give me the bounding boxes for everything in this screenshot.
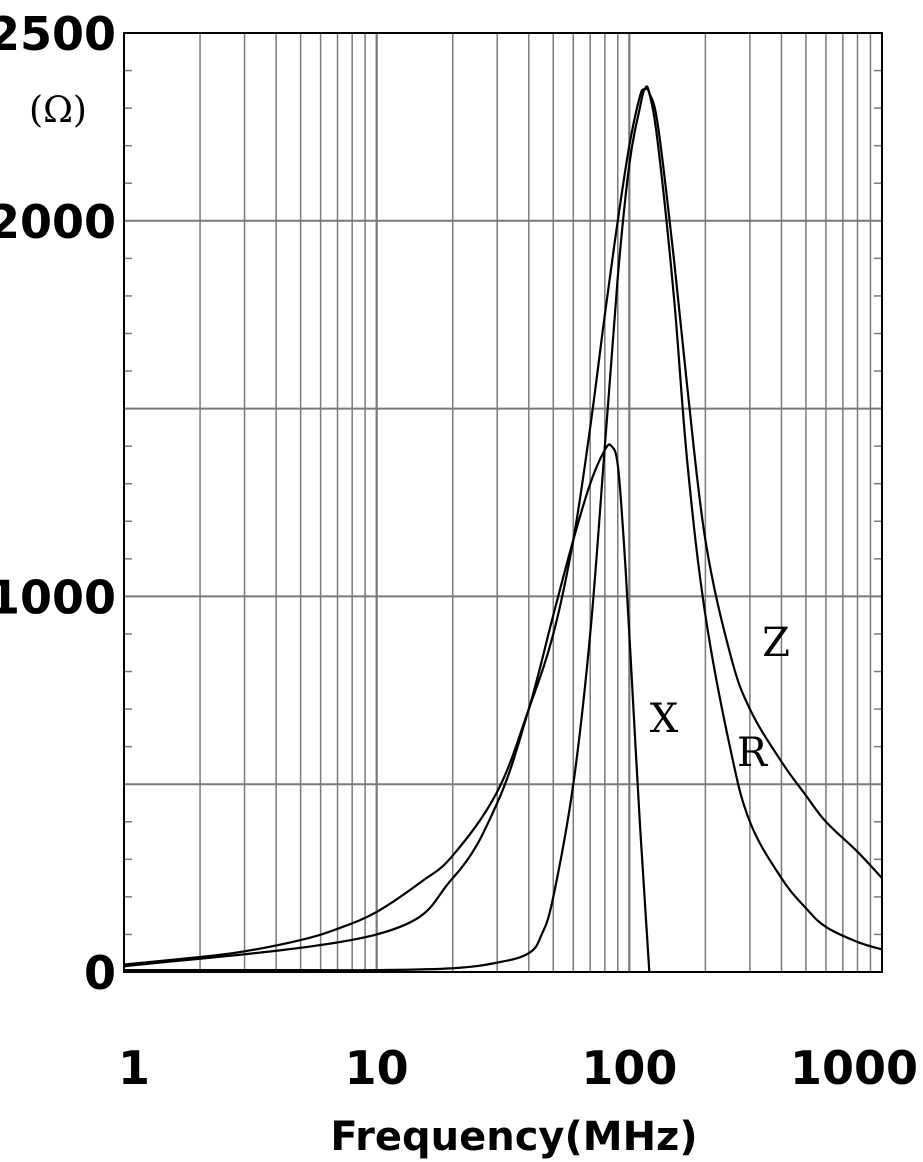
curve-label-r: R	[737, 730, 769, 776]
grid	[123, 32, 883, 973]
curve-label-z: Z	[762, 620, 790, 666]
y-tick-label: 2000	[0, 195, 116, 249]
series-x-line	[123, 443, 651, 973]
y-tick-label: 1000	[0, 570, 116, 624]
x-tick-label: 100	[581, 1041, 677, 1095]
y-tick-label: 0	[84, 946, 116, 1000]
x-tick-labels: 1 10 100 1000	[118, 1041, 918, 1095]
series-z-line	[123, 87, 883, 966]
series-r-line	[124, 85, 883, 972]
curve-labels: Z R X	[650, 620, 790, 776]
y-tick-labels: 0 1000 2000 2500	[0, 7, 116, 1000]
curves	[123, 85, 883, 973]
x-tick-label: 1000	[790, 1041, 918, 1095]
x-axis-label: Frequency(MHz)	[330, 1114, 697, 1160]
y-tick-label: 2500	[0, 7, 116, 61]
y-axis-label: (Ω)	[29, 90, 87, 131]
x-tick-label: 10	[345, 1041, 409, 1095]
x-tick-label: 1	[118, 1041, 150, 1095]
plot-frame	[123, 32, 883, 973]
curve-label-x: X	[650, 696, 679, 742]
